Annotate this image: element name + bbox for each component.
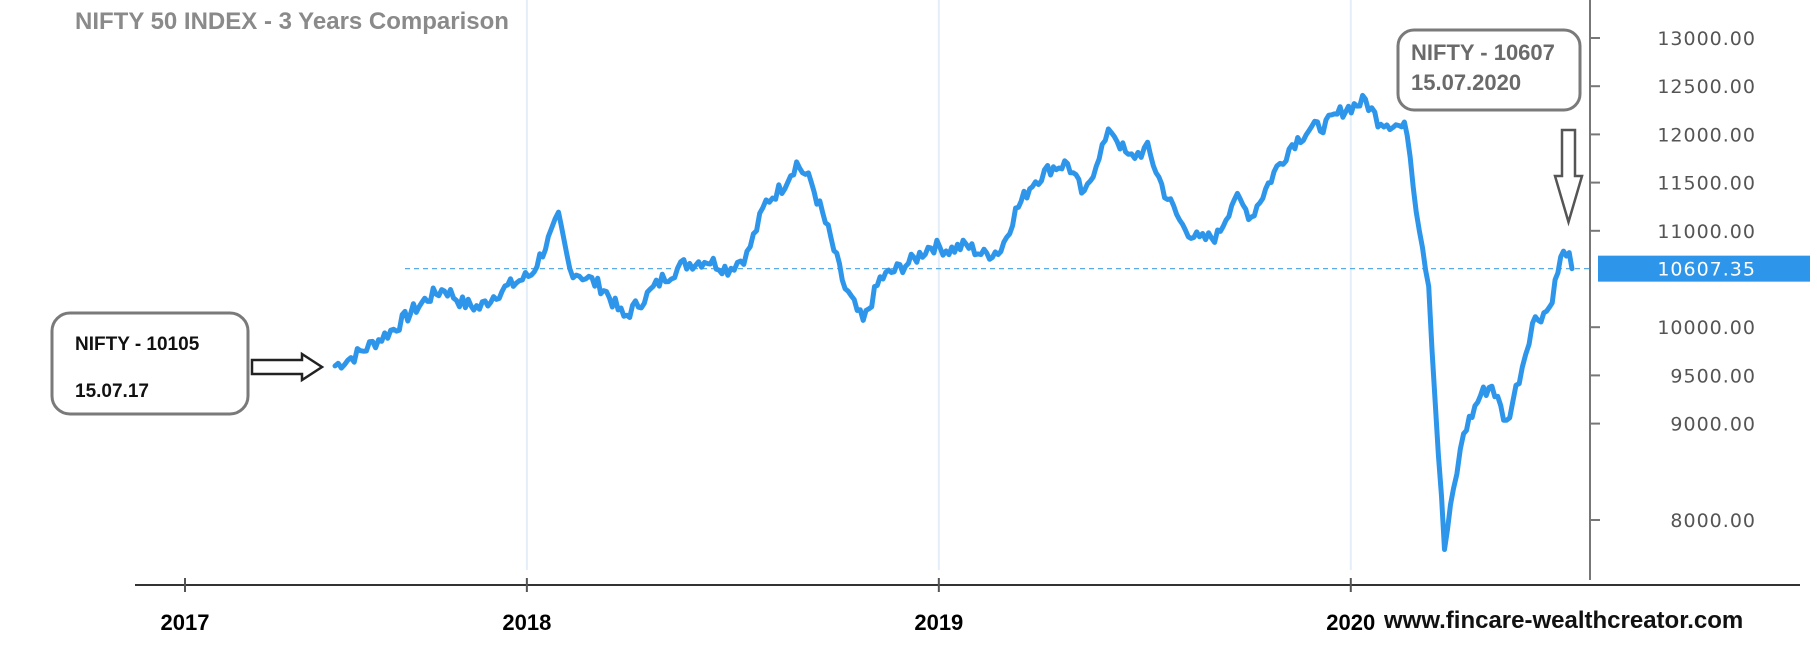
annotation-start-date: 15.07.17 <box>75 381 149 402</box>
annotation-start: NIFTY - 10105 15.07.17 <box>50 311 325 416</box>
annotation-start-box <box>50 311 250 416</box>
y-tick-label: 13000.00 <box>1657 28 1756 50</box>
y-tick-label: 11000.00 <box>1657 221 1756 243</box>
y-tick-label: 12500.00 <box>1657 76 1756 98</box>
y-tick-label: 9000.00 <box>1670 414 1756 436</box>
annotation-end: NIFTY - 10607 15.07.2020 <box>1396 28 1584 227</box>
axis-layer <box>135 0 1800 592</box>
x-tick-label: 2017 <box>161 610 210 635</box>
y-tick-label: 11500.00 <box>1657 173 1756 195</box>
arrow-right-icon <box>250 351 325 383</box>
arrow-down-icon <box>1553 128 1584 227</box>
series-layer <box>332 92 1575 552</box>
watermark-text: www.fincare-wealthcreator.com <box>1383 607 1743 634</box>
label-layer: 13000.00 12500.00 12000.00 11500.00 11000.00… <box>161 28 1810 635</box>
annotation-end-value: NIFTY - 10607 <box>1411 40 1555 65</box>
y-tick-label: 9500.00 <box>1670 365 1756 387</box>
chart-title: NIFTY 50 INDEX - 3 Years Comparison <box>75 8 509 35</box>
last-value-badge <box>1598 255 1810 282</box>
grid-layer <box>405 0 1590 570</box>
annotation-end-box <box>1396 28 1582 112</box>
last-value-label: 10607.35 <box>1657 259 1756 281</box>
annotation-start-value: NIFTY - 10105 <box>75 334 200 355</box>
annotation-end-date: 15.07.2020 <box>1411 70 1521 95</box>
x-tick-label: 2018 <box>502 610 551 635</box>
y-tick-label: 12000.00 <box>1657 124 1756 146</box>
x-tick-label: 2019 <box>914 610 963 635</box>
y-tick-label: 10000.00 <box>1657 317 1756 339</box>
x-tick-label: 2020 <box>1326 610 1375 635</box>
series-line <box>332 92 1575 552</box>
y-tick-label: 8000.00 <box>1670 510 1756 532</box>
